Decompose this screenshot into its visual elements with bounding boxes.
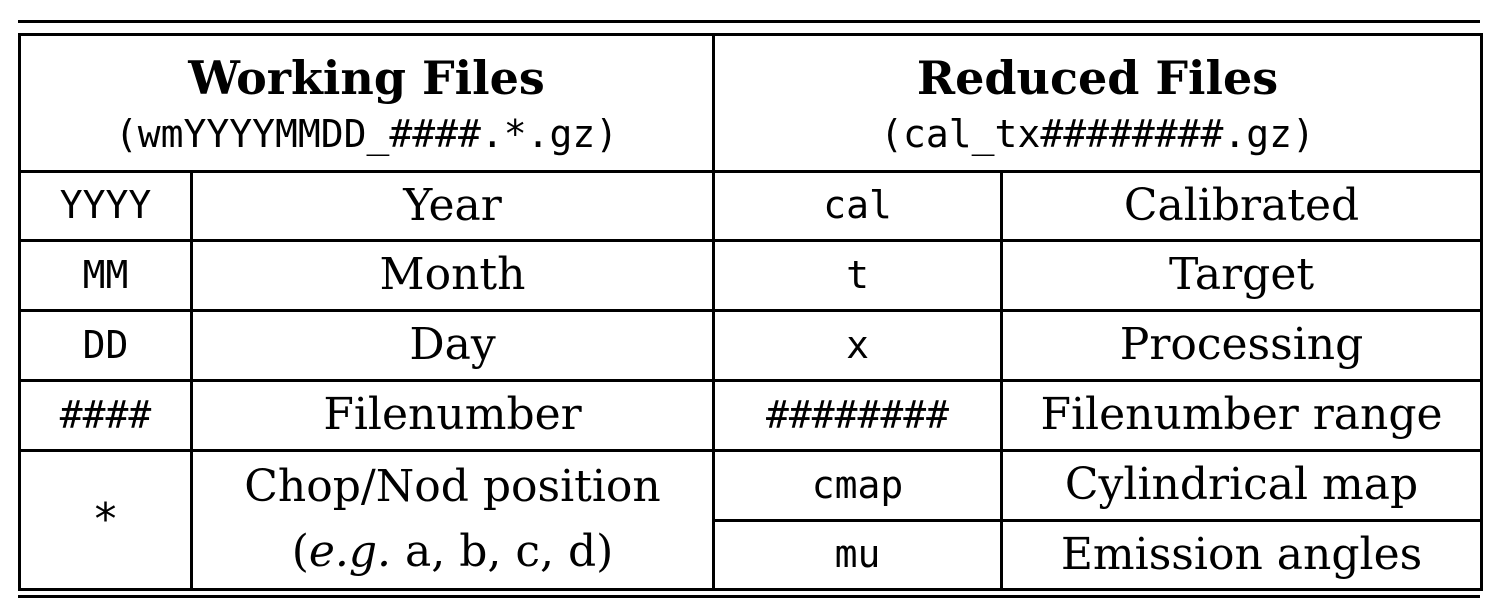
reduced-desc-emission-angles: Emission angles	[1000, 519, 1484, 591]
working-code-dd: DD	[18, 309, 193, 382]
reduced-code-cal: cal	[712, 170, 1004, 242]
working-code-yyyy: YYYY	[18, 170, 193, 242]
top-rule	[18, 20, 1480, 23]
table-row: MM Month t Target	[18, 239, 1484, 312]
reduced-desc-filenumber-range: Filenumber range	[1000, 379, 1484, 452]
bottom-rule	[18, 595, 1480, 598]
working-desc-filenumber: Filenumber	[189, 379, 716, 452]
table-row: YYYY Year cal Calibrated	[18, 170, 1484, 242]
reduced-code-x: x	[712, 309, 1004, 382]
reduced-desc-target: Target	[1000, 239, 1484, 312]
reduced-code-mu: mu	[712, 519, 1004, 591]
header-row: Working Files (wmYYYYMMDD_####.*.gz) Red…	[17, 33, 1484, 173]
chop-nod-eg: e.g.	[308, 526, 392, 577]
reduced-files-header: Reduced Files (cal_tx########.gz)	[712, 33, 1484, 173]
working-code-mm: MM	[18, 239, 193, 312]
reduced-code-filenumber-range: ########	[712, 379, 1004, 452]
reduced-code-cmap: cmap	[712, 449, 1004, 522]
working-desc-month: Month	[189, 239, 716, 312]
working-files-header: Working Files (wmYYYYMMDD_####.*.gz)	[17, 33, 716, 173]
working-code-star: *	[18, 449, 193, 591]
working-files-title: Working Files	[188, 50, 545, 105]
working-desc-chop-nod: Chop/Nod position (e.g. a, b, c, d)	[189, 449, 716, 591]
reduced-desc-calibrated: Calibrated	[1000, 170, 1484, 242]
table-row: mu Emission angles	[20, 519, 1484, 591]
reduced-code-t: t	[712, 239, 1004, 312]
table-row: #### Filenumber ######## Filenumber rang…	[18, 379, 1484, 452]
working-code-filenumber: ####	[18, 379, 193, 452]
working-desc-year: Year	[189, 170, 716, 242]
reduced-files-title: Reduced Files	[916, 50, 1279, 105]
file-naming-table: Working Files (wmYYYYMMDD_####.*.gz) Red…	[17, 33, 1484, 591]
chop-nod-open-paren: (	[291, 526, 309, 577]
table-row: * Chop/Nod position (e.g. a, b, c, d) cm…	[18, 449, 1484, 591]
working-desc-day: Day	[189, 309, 716, 382]
reduced-desc-cylindrical-map: Cylindrical map	[1000, 449, 1484, 522]
reduced-files-pattern: (cal_tx########.gz)	[880, 111, 1315, 156]
table-row: DD Day x Processing	[18, 309, 1484, 382]
chop-nod-line-1: Chop/Nod position	[244, 461, 661, 513]
reduced-desc-processing: Processing	[1000, 309, 1484, 382]
working-files-pattern: (wmYYYYMMDD_####.*.gz)	[114, 111, 619, 156]
chop-nod-line-2: (e.g. a, b, c, d)	[195, 526, 711, 578]
chop-nod-examples: a, b, c, d)	[391, 526, 614, 577]
